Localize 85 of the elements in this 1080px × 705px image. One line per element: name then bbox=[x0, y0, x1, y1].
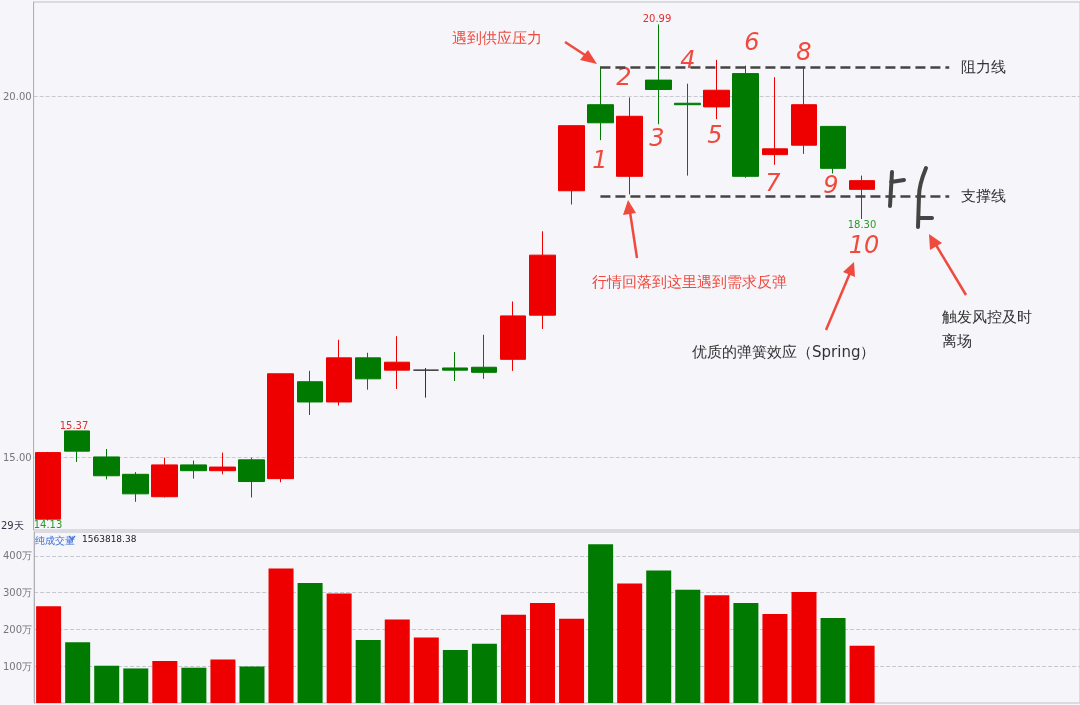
candlestick bbox=[529, 230, 556, 330]
candlestick bbox=[93, 448, 120, 480]
bar bbox=[268, 568, 294, 703]
candlestick bbox=[180, 460, 207, 480]
text: 29天 bbox=[1, 519, 24, 531]
candlestick bbox=[674, 83, 701, 177]
bar bbox=[384, 619, 410, 703]
annotation: 7 bbox=[765, 169, 782, 197]
annotation: 遇到供应压力 bbox=[452, 29, 542, 47]
y-tick-label: 200万 bbox=[2, 623, 33, 635]
bar bbox=[355, 640, 381, 703]
annotation: 5 bbox=[707, 121, 723, 149]
bar bbox=[239, 666, 265, 703]
candlestick bbox=[122, 471, 149, 503]
candlestick bbox=[762, 76, 788, 166]
bar bbox=[559, 618, 585, 703]
y-tick-label: 100万 bbox=[2, 660, 33, 672]
candlestick bbox=[35, 451, 61, 522]
bar bbox=[297, 583, 323, 703]
candlestick bbox=[209, 452, 236, 475]
candlestick bbox=[732, 65, 759, 179]
bar bbox=[152, 661, 178, 703]
bar bbox=[500, 614, 526, 703]
annotation: 6 bbox=[744, 28, 760, 56]
candlestick bbox=[355, 352, 381, 391]
annotation: 14.13 bbox=[33, 518, 63, 530]
annotation: 触发风控及时离场 bbox=[942, 308, 1032, 350]
bar bbox=[413, 637, 439, 703]
annotation: 1 bbox=[592, 146, 608, 174]
annotation: 20.99 bbox=[642, 12, 672, 24]
candlestick bbox=[267, 373, 294, 483]
candlestick bbox=[645, 23, 672, 125]
candlestick bbox=[64, 430, 90, 463]
annotation: 18.30 bbox=[847, 218, 877, 230]
bar bbox=[442, 650, 468, 703]
candlestick bbox=[297, 370, 323, 416]
bar bbox=[210, 659, 236, 703]
candlestick bbox=[500, 300, 526, 372]
ref-line-label: 支撑线 bbox=[961, 186, 1007, 205]
bar bbox=[733, 602, 759, 703]
bar bbox=[849, 645, 875, 703]
bar bbox=[588, 544, 614, 703]
annotation: 1563818.38 bbox=[82, 534, 137, 545]
candlestick bbox=[616, 96, 643, 195]
bar bbox=[94, 665, 120, 703]
annotation: 2 bbox=[616, 63, 632, 91]
annotation: 优质的弹簧效应（Spring） bbox=[692, 343, 876, 361]
candlestick bbox=[703, 59, 730, 120]
bar bbox=[791, 591, 817, 703]
bar bbox=[123, 668, 149, 703]
bar bbox=[471, 643, 497, 703]
annotation: 9 bbox=[823, 171, 839, 199]
candlestick bbox=[558, 125, 585, 206]
bar bbox=[65, 642, 91, 703]
candlestick bbox=[820, 125, 846, 174]
bar bbox=[704, 595, 730, 703]
candlestick bbox=[238, 457, 265, 498]
y-tick-label: 15.00 bbox=[2, 452, 32, 464]
y-tick-label: 300万 bbox=[2, 587, 33, 599]
candlestick bbox=[413, 367, 439, 399]
ref-line-label: 阻力线 bbox=[961, 58, 1007, 77]
annotation: 3 bbox=[649, 124, 665, 152]
bar bbox=[36, 606, 62, 703]
annotation: 8 bbox=[796, 38, 812, 66]
candlestick bbox=[384, 335, 410, 390]
bar bbox=[181, 667, 207, 703]
bar bbox=[617, 583, 643, 703]
bar bbox=[530, 602, 556, 703]
annotation: 4 bbox=[680, 46, 696, 74]
bar bbox=[675, 589, 701, 703]
bar bbox=[820, 618, 846, 703]
annotation: 10 bbox=[848, 231, 880, 259]
y-tick-label: 20.00 bbox=[2, 90, 32, 102]
candlestick bbox=[849, 175, 875, 220]
annotation: 15.37 bbox=[59, 419, 89, 431]
bar bbox=[646, 570, 672, 703]
bar bbox=[762, 614, 788, 703]
candlestick bbox=[326, 339, 352, 407]
candlestick bbox=[151, 457, 178, 498]
bar bbox=[326, 593, 352, 703]
candlestick bbox=[442, 351, 468, 382]
annotation: 行情回落到这里遇到需求反弹 bbox=[592, 273, 787, 291]
annotation: 纯成交量 bbox=[35, 534, 75, 546]
candlestick bbox=[471, 334, 497, 380]
y-tick-label: 400万 bbox=[2, 550, 33, 562]
